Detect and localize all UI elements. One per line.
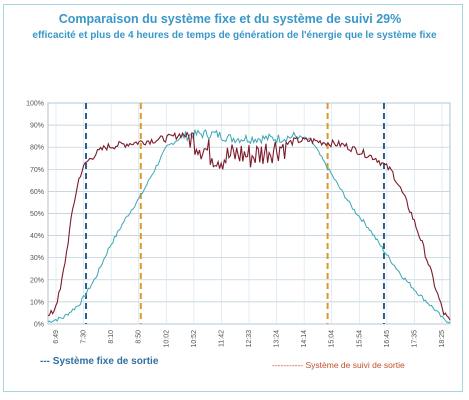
y-tick-label: 40% — [30, 233, 44, 240]
x-tick-label: 8:10 — [108, 330, 115, 344]
x-tick-label: 15:54 — [356, 330, 363, 348]
x-tick-label: 18:25 — [439, 330, 446, 348]
y-tick-label: 50% — [30, 211, 44, 218]
y-tick-label: 70% — [30, 167, 44, 174]
x-tick-label: 10:52 — [191, 330, 198, 348]
x-tick-label: 7:30 — [81, 330, 88, 344]
grid — [48, 102, 450, 325]
y-tick-label: 100% — [26, 101, 44, 108]
x-tick-label: 17:35 — [411, 330, 418, 348]
y-tick-label: 90% — [30, 123, 44, 130]
x-tick-label: 15:04 — [329, 330, 336, 348]
fixed-system-line — [47, 129, 451, 324]
y-tick-label: 10% — [30, 299, 44, 306]
chart-subtitle: efficacité et plus de 4 heures de temps … — [32, 30, 437, 41]
x-tick-label: 6:49 — [53, 330, 60, 344]
y-tick-label: 30% — [30, 255, 44, 262]
x-tick-label: 14:14 — [301, 330, 308, 348]
y-tick-label: 80% — [30, 145, 44, 152]
x-tick-label: 13:24 — [274, 330, 281, 348]
x-tick-label: 12:33 — [246, 330, 253, 348]
y-axis-ticks: 0% 10% 20% 30% 40% 50% 60% 70% 80% 90% 100% — [26, 101, 44, 329]
tracking-system-line — [47, 131, 451, 321]
x-tick-label: 8:50 — [136, 330, 143, 344]
x-axis-ticks: 6:49 7:30 8:10 8:50 10:02 10:52 11:42 12:33 13:2… — [53, 330, 446, 348]
y-tick-label: 60% — [30, 189, 44, 196]
y-tick-label: 20% — [30, 277, 44, 284]
x-tick-label: 11:42 — [218, 330, 225, 347]
vertical-markers — [85, 103, 385, 324]
y-tick-label: 0% — [34, 322, 44, 329]
legend-fixed-system: --- Système fixe de sortie — [40, 356, 159, 367]
x-tick-label: 10:02 — [163, 330, 170, 348]
legend-tracking-system: ----------- Système de suivi de sortie — [272, 360, 405, 370]
chart-title: Comparaison du système fixe et du systèm… — [58, 12, 402, 26]
series-lines — [47, 129, 451, 324]
x-tick-label: 16:45 — [384, 330, 391, 348]
